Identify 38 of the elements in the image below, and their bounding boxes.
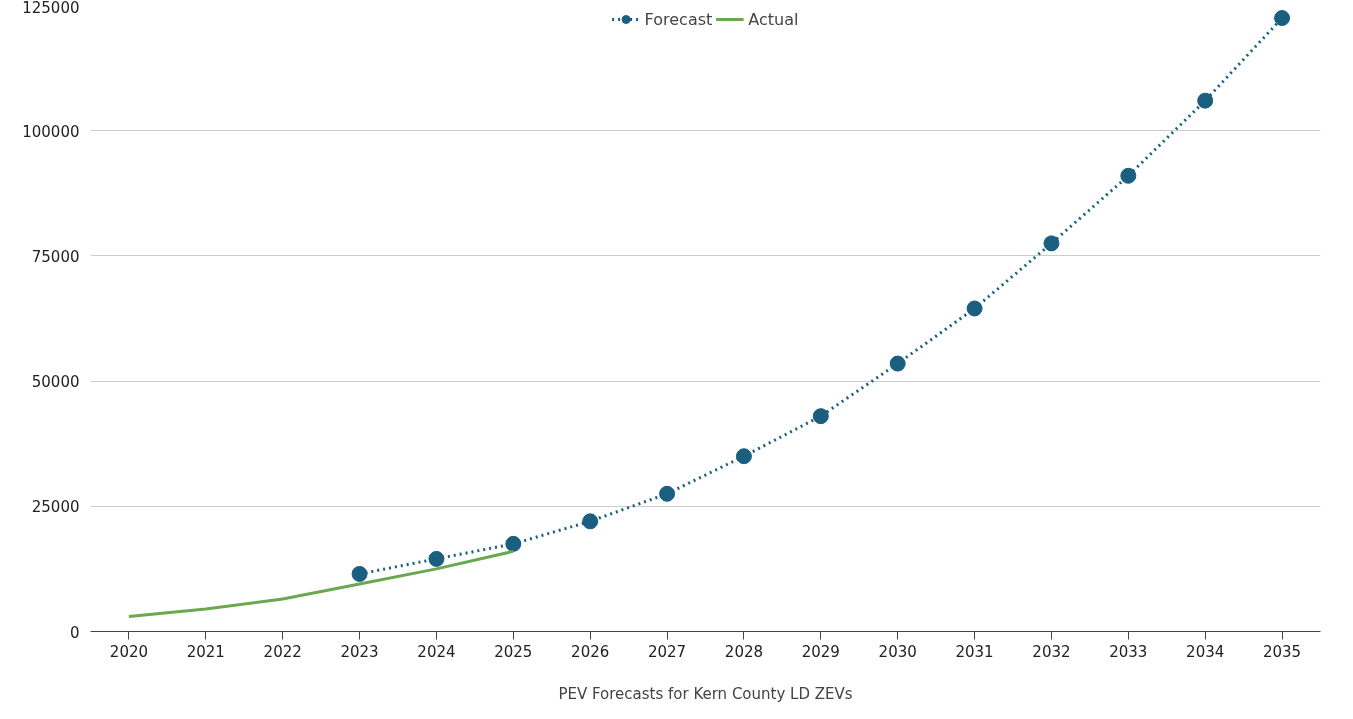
point bbox=[505, 535, 522, 552]
x-tick-label: 2021 bbox=[186, 642, 225, 661]
x-tick-label: 2035 bbox=[1262, 642, 1302, 661]
point bbox=[1197, 92, 1214, 109]
x-tick-label: 2030 bbox=[878, 642, 917, 661]
y-tick-label: 0 bbox=[69, 623, 80, 642]
point bbox=[1120, 167, 1137, 184]
point bbox=[966, 300, 983, 317]
y-tick-label: 125000 bbox=[22, 0, 80, 17]
legend-label: Forecast bbox=[644, 9, 713, 29]
x-tick-label: 2022 bbox=[263, 642, 302, 661]
legend-label: Actual bbox=[748, 9, 799, 29]
x-tick-label: 2028 bbox=[724, 642, 764, 661]
y-tick-label: 75000 bbox=[31, 247, 80, 266]
x-tick-label: 2023 bbox=[340, 642, 379, 661]
point bbox=[735, 448, 752, 465]
x-tick-label: 2025 bbox=[494, 642, 533, 661]
point bbox=[1274, 10, 1291, 27]
point bbox=[428, 550, 445, 567]
point bbox=[812, 408, 829, 425]
x-axis-title: PEV Forecasts for Kern County LD ZEVs bbox=[558, 684, 853, 703]
point bbox=[659, 485, 676, 502]
x-tick-label: 2024 bbox=[417, 642, 456, 661]
x-tick-label: 2020 bbox=[109, 642, 149, 661]
x-tick-label: 2027 bbox=[647, 642, 687, 661]
point bbox=[351, 565, 368, 582]
point bbox=[889, 355, 906, 372]
x-tick-label: 2034 bbox=[1186, 642, 1225, 661]
x-tick-label: 2031 bbox=[955, 642, 994, 661]
x-tick-label: 2026 bbox=[571, 642, 610, 661]
y-tick-label: 100000 bbox=[22, 122, 80, 141]
x-tick-label: 2033 bbox=[1109, 642, 1148, 661]
point bbox=[582, 513, 599, 530]
point bbox=[1043, 235, 1060, 252]
x-tick-label: 2029 bbox=[801, 642, 840, 661]
y-tick-label: 50000 bbox=[31, 373, 80, 392]
y-tick-label: 25000 bbox=[31, 498, 80, 517]
x-tick-label: 2032 bbox=[1032, 642, 1071, 661]
